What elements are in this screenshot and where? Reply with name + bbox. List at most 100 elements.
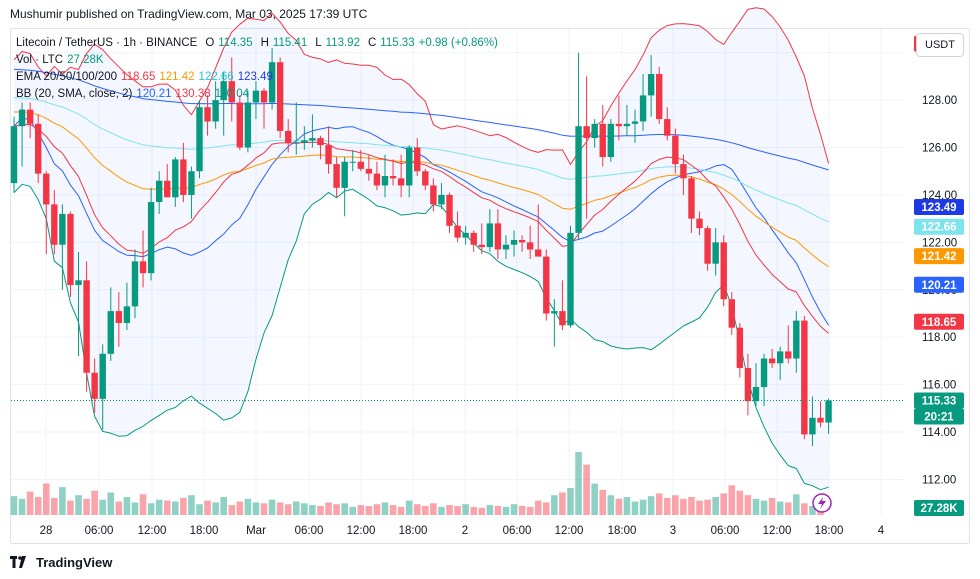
candle-down xyxy=(688,178,695,219)
volume-bar xyxy=(333,504,340,515)
candle-down xyxy=(51,204,58,245)
x-tick-label: 18:00 xyxy=(190,525,219,537)
bollinger-band-area xyxy=(14,7,829,490)
publish-bar: Mushumir published on TradingView.com, M… xyxy=(0,0,980,28)
volume-bar xyxy=(647,496,655,515)
x-tick-label: 06:00 xyxy=(85,525,114,537)
candle-down xyxy=(333,164,340,188)
candle-down xyxy=(317,138,324,146)
volume-bar xyxy=(526,506,534,515)
candle-up xyxy=(825,400,832,423)
legend-bb-line[interactable]: BB (20, SMA, close, 2) 120.21 130.38 110… xyxy=(16,86,498,103)
candle-down xyxy=(389,175,397,179)
volume-bar xyxy=(631,501,639,515)
ohlc-close-key: C xyxy=(367,37,377,49)
candle-up xyxy=(486,223,494,248)
candle-down xyxy=(67,213,74,286)
volume-bar xyxy=(34,497,42,515)
y-tick-label: 116.00 xyxy=(922,380,956,392)
x-tick-label: 06:00 xyxy=(503,525,532,537)
candle-down xyxy=(180,159,187,195)
volume-bar xyxy=(397,506,405,515)
volume-bar xyxy=(276,502,284,515)
chart-grid xyxy=(11,29,904,515)
volume-axis-label: 27.28K xyxy=(920,503,958,515)
candle-up xyxy=(760,358,768,387)
candle-down xyxy=(494,223,502,250)
candle-up xyxy=(551,311,558,314)
volume-bar xyxy=(405,500,413,515)
volume-bar xyxy=(26,491,34,515)
volume-bar xyxy=(292,501,300,515)
ema20-value: 118.65 xyxy=(121,71,156,83)
candle-up xyxy=(309,138,316,141)
x-axis: 28 06:00 12:00 18:00 Mar 06:00 12:00 18:00 2 06:0… xyxy=(40,493,885,537)
candle-up xyxy=(381,175,389,186)
bb-upper-value: 130.38 xyxy=(175,88,211,100)
volume-bar xyxy=(163,500,171,515)
candle-down xyxy=(704,228,711,264)
candle-up xyxy=(349,161,356,163)
volume-bar xyxy=(534,500,542,515)
candle-up xyxy=(301,140,308,143)
bb-label: BB (20, SMA, close, 2) xyxy=(16,88,133,100)
volume-bar xyxy=(542,502,550,515)
candle-up xyxy=(776,351,784,364)
candle-down xyxy=(664,119,671,136)
currency-button[interactable]: USDT xyxy=(916,33,964,57)
candle-up xyxy=(639,95,647,122)
ema50-value: 121.42 xyxy=(159,71,195,83)
price-label: 115.33 xyxy=(922,395,957,407)
legend-volume-line[interactable]: Vol · LTC 27.28K xyxy=(16,52,498,69)
volume-bar xyxy=(139,494,147,515)
candle-up xyxy=(293,142,300,144)
x-tick-label: 12:00 xyxy=(138,525,167,537)
bollinger-fill xyxy=(14,7,829,490)
candle-down xyxy=(228,81,235,103)
volume-bar xyxy=(99,499,107,515)
candle-down xyxy=(744,368,752,402)
candle-down xyxy=(397,178,405,186)
volume-bar xyxy=(228,505,236,515)
candle-up xyxy=(18,109,26,127)
volume-bar xyxy=(680,498,687,515)
candle-down xyxy=(720,242,727,300)
candle-up xyxy=(510,239,518,245)
candle-down xyxy=(422,171,429,186)
volume-bar xyxy=(454,506,461,515)
x-tick-label: Mar xyxy=(246,525,266,537)
x-tick-label: 18:00 xyxy=(608,525,637,537)
candle-down xyxy=(470,232,477,245)
y-tick-label: 118.00 xyxy=(922,332,956,344)
legend-ema-line[interactable]: EMA 20/50/100/200 118.65 121.42 122.66 1… xyxy=(16,69,498,86)
candle-up xyxy=(341,161,348,188)
lightning-bolt-icon xyxy=(818,497,826,509)
volume-bar xyxy=(180,497,187,515)
x-tick-label: 18:00 xyxy=(815,525,844,537)
candle-down xyxy=(83,280,90,373)
ema200-value: 123.49 xyxy=(237,71,273,83)
symbol-title[interactable]: Litecoin / TetherUS · 1h · BINANCE xyxy=(16,37,198,49)
y-axis: 112.00114.00116.00118.00120.00122.00124.… xyxy=(914,35,964,516)
y-tick-label: 114.00 xyxy=(922,427,956,439)
volume-bar xyxy=(422,506,429,515)
candle-up xyxy=(623,123,631,127)
volume-bar xyxy=(607,495,615,515)
candle-down xyxy=(373,173,381,186)
bb-lower-value: 110.04 xyxy=(214,88,250,100)
ohlc-open: 114.35 xyxy=(218,37,253,49)
volume-bar xyxy=(494,506,502,515)
volume-bar xyxy=(18,498,26,515)
legend-symbol-line: Litecoin / TetherUS · 1h · BINANCE O 114.… xyxy=(16,35,498,52)
volume-bar xyxy=(446,505,453,515)
volume-bar xyxy=(768,497,776,515)
candle-up xyxy=(591,123,598,139)
volume-bar xyxy=(551,495,558,515)
price-label-bg xyxy=(914,392,964,409)
volume-bar xyxy=(155,499,163,515)
price-label-bg xyxy=(914,218,964,235)
volume-bar xyxy=(462,504,469,515)
volume-bar xyxy=(91,490,98,515)
candle-down xyxy=(559,311,566,326)
